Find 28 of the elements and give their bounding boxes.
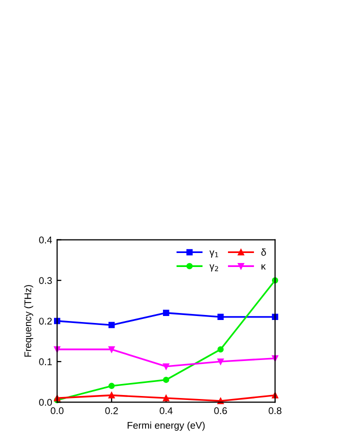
point [162,363,170,370]
point [108,392,115,398]
point [162,376,170,383]
point [108,382,115,390]
legend-label: γ$_{2}$ [210,264,218,272]
point [217,314,224,320]
point [108,322,115,328]
point [108,346,115,353]
x-tick-label: 0.8 [268,407,282,414]
point [217,358,224,365]
x-tick-label: 0.0 [50,407,64,414]
x-tick-label: 0.6 [214,407,227,414]
y-tick-label: 0.4 [39,236,52,244]
point [217,398,224,404]
point [217,346,224,353]
point [162,394,170,402]
x-tick-label: 0.2 [105,407,118,414]
legend-label: δ [261,248,266,256]
y-tick-label: 0.3 [39,277,52,284]
y-tick-label: 0.2 [39,318,52,325]
legend-label: γ$_{1}$ [210,250,218,258]
y-tick-label: 0.0 [39,398,52,406]
x-axis-title: Fermi energy (eV) [128,422,205,431]
legend-label: κ [262,264,266,270]
y-axis-title: Frequency (THz) [24,285,34,357]
x-tick-label: 0.4 [160,407,173,414]
y-tick-label: 0.1 [39,358,52,366]
point [162,310,170,316]
